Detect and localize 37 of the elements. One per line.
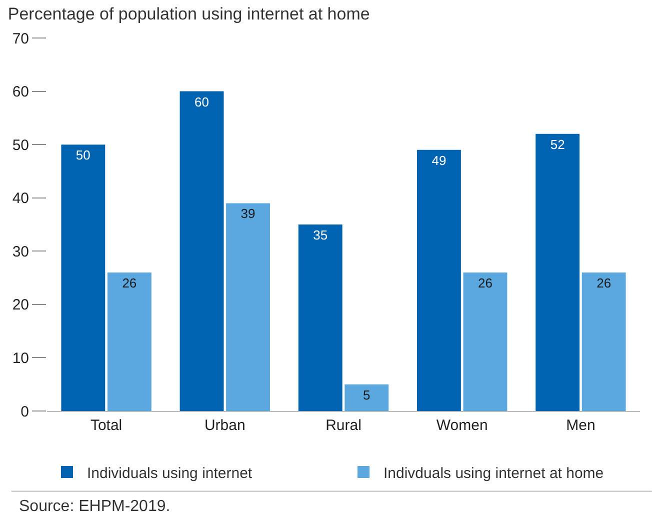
bar: [417, 150, 461, 411]
bar: [107, 272, 152, 411]
bar: [344, 384, 389, 411]
data-label: 49: [432, 152, 446, 168]
bar: [61, 144, 106, 411]
legend-label: Indivduals using internet at home: [384, 464, 604, 482]
y-tick-label: 60: [12, 84, 29, 101]
y-tick-label: 0: [20, 403, 29, 420]
y-tick-label: 10: [12, 350, 29, 367]
data-label: 52: [550, 136, 565, 152]
x-tick-label: Women: [436, 417, 488, 434]
legend-label: Individuals using internet: [87, 464, 253, 482]
x-tick-label: Urban: [204, 417, 246, 434]
data-label: 5: [363, 387, 370, 402]
x-tick-label: Men: [566, 417, 596, 434]
bar: [180, 91, 224, 411]
bar: [536, 134, 580, 411]
y-tick-label: 50: [12, 136, 29, 154]
y-tick-label: 30: [12, 243, 29, 260]
data-label: 26: [478, 275, 492, 290]
bar: [226, 203, 270, 411]
data-label: 60: [194, 94, 210, 110]
bar: [463, 272, 508, 411]
data-label: 50: [76, 148, 90, 163]
x-tick-label: Total: [90, 417, 122, 434]
data-label: 26: [596, 275, 612, 290]
chart-title: Percentage of population using internet at home: [8, 4, 370, 24]
bar: [298, 224, 342, 411]
y-tick-label: 40: [12, 190, 29, 208]
data-label: 39: [240, 206, 256, 222]
data-label: 26: [122, 275, 137, 290]
source-note: Source: EHPM-2019.: [19, 498, 170, 515]
bar: [582, 272, 626, 411]
data-label: 35: [313, 228, 328, 242]
x-tick-label: Rural: [326, 417, 362, 434]
y-tick-label: 70: [12, 30, 29, 48]
y-tick-label: 20: [12, 296, 29, 314]
